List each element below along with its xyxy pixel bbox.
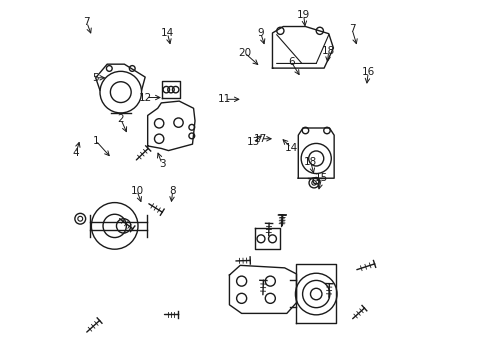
Text: 3: 3 [159,159,165,169]
Text: 14: 14 [161,28,174,38]
Text: 7: 7 [83,17,90,27]
Text: 18: 18 [304,157,317,167]
Text: 5: 5 [92,73,99,83]
Text: 19: 19 [296,10,310,20]
Text: 2: 2 [117,114,124,124]
Text: 11: 11 [218,94,231,104]
Text: 18: 18 [322,46,335,56]
Text: 8: 8 [169,186,176,196]
Text: 6: 6 [287,57,294,67]
Text: 12: 12 [139,93,152,103]
Text: 13: 13 [246,138,260,147]
Text: 20: 20 [238,48,250,58]
Text: 17: 17 [253,134,267,144]
Text: 1: 1 [92,136,99,145]
Text: 16: 16 [361,67,374,77]
Text: 4: 4 [73,148,79,158]
Text: 14: 14 [284,143,297,153]
Text: 10: 10 [130,186,143,196]
Text: 9: 9 [257,28,264,38]
Text: 7: 7 [348,24,355,35]
Text: 15: 15 [314,173,327,183]
